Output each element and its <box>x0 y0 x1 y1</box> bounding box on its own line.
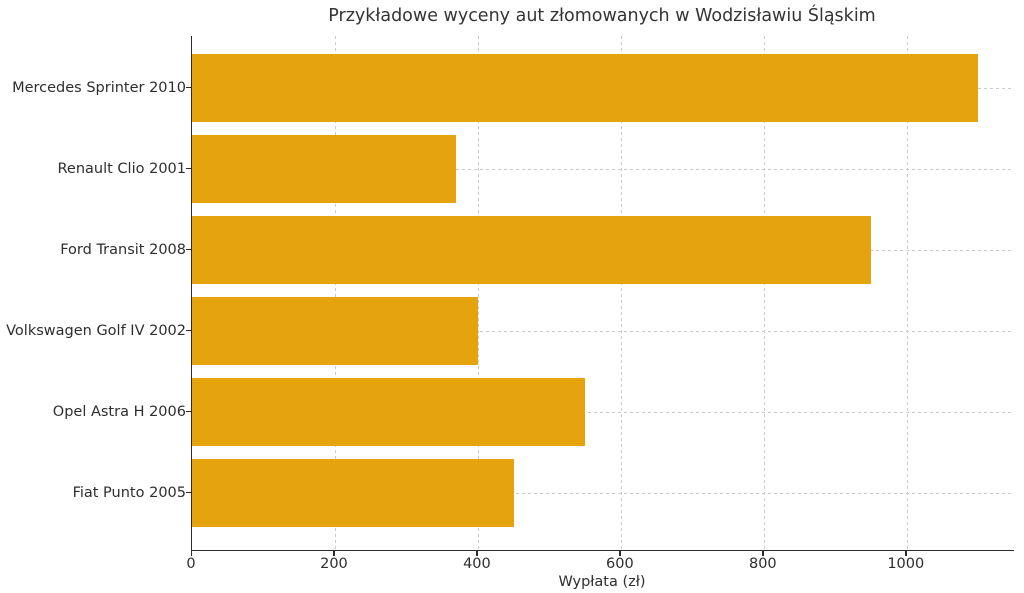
bar-fiat-punto-2005 <box>192 458 514 527</box>
x-tick-label: 800 <box>748 556 777 572</box>
bar-mercedes-sprinter-2010 <box>192 53 979 122</box>
x-gridline <box>763 36 765 550</box>
x-gridline <box>334 36 336 550</box>
x-axis-title: Wypłata (zł) <box>558 574 646 590</box>
bar-ford-transit-2008 <box>192 215 872 284</box>
x-tick-mark <box>619 551 621 556</box>
y-category-label: Mercedes Sprinter 2010 <box>12 79 186 96</box>
chart-title: Przykładowe wyceny aut złomowanych w Wod… <box>328 6 876 26</box>
y-gridline <box>192 168 1014 170</box>
y-category-label: Opel Astra H 2006 <box>52 403 186 420</box>
x-tick-label: 200 <box>320 556 348 572</box>
y-category-label: Volkswagen Golf IV 2002 <box>6 322 186 339</box>
y-category-label: Ford Transit 2008 <box>60 241 186 258</box>
y-tick-mark <box>186 330 191 332</box>
x-tick-mark <box>762 551 764 556</box>
y-gridline <box>192 330 1014 332</box>
x-tick-mark <box>333 551 335 556</box>
x-tick-label: 1000 <box>887 556 925 572</box>
y-gridline <box>192 411 1014 413</box>
y-tick-mark <box>186 249 191 251</box>
y-gridline <box>192 492 1014 494</box>
plot-area <box>191 36 1014 551</box>
y-category-label: Renault Clio 2001 <box>57 160 187 177</box>
x-tick-mark <box>905 551 907 556</box>
y-tick-mark <box>186 411 191 413</box>
bar-opel-astra-h-2006 <box>192 377 586 446</box>
y-category-label: Fiat Punto 2005 <box>72 484 186 501</box>
x-gridline <box>906 36 908 550</box>
x-tick-mark <box>476 551 478 556</box>
x-tick-mark <box>190 551 192 556</box>
y-tick-mark <box>186 87 191 89</box>
x-tick-label: 600 <box>606 556 634 572</box>
bar-renault-clio-2001 <box>192 134 457 203</box>
x-gridline <box>477 36 479 550</box>
x-tick-label: 0 <box>186 556 196 572</box>
y-tick-mark <box>186 168 191 170</box>
y-tick-mark <box>186 492 191 494</box>
x-gridline <box>620 36 622 550</box>
bar-volkswagen-golf-iv-2002 <box>192 296 478 365</box>
x-tick-label: 400 <box>463 556 491 572</box>
